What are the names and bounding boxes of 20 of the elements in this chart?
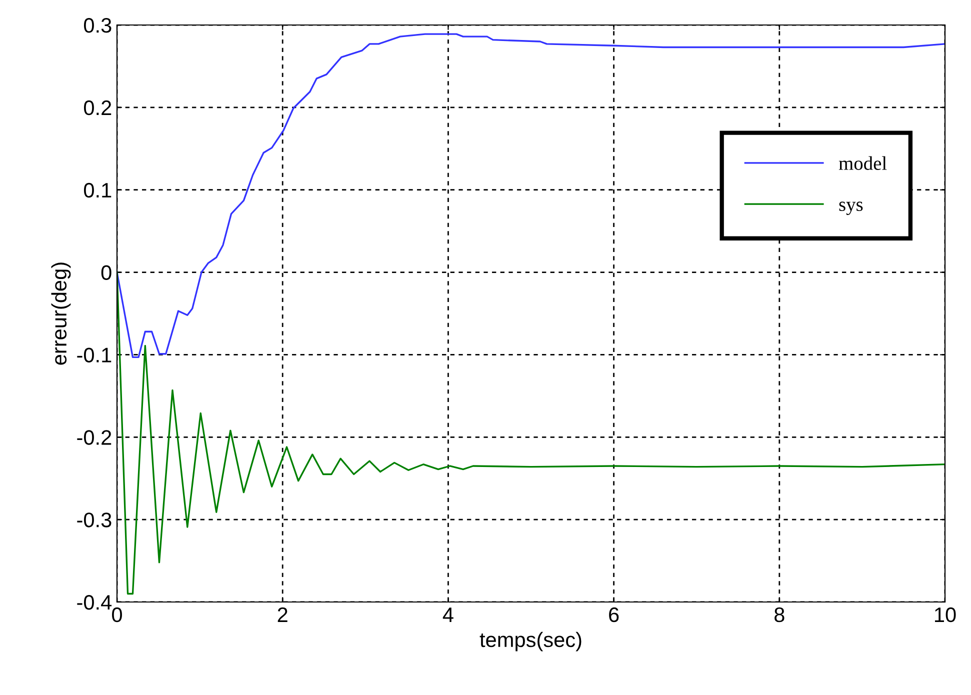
- x-tick-label: 0: [112, 607, 122, 622]
- line-series: [117, 33, 945, 358]
- x-axis-title: temps(sec): [480, 632, 582, 652]
- x-tick-label: 10: [935, 607, 956, 622]
- y-tick-label: -0.1: [77, 348, 112, 362]
- y-tick-label: 0.1: [84, 182, 112, 198]
- y-tick-label: 0.2: [84, 100, 112, 116]
- y-tick-label: -0.2: [77, 430, 112, 445]
- legend-label: model: [838, 156, 887, 170]
- y-tick-label: -0.3: [77, 512, 112, 528]
- y-tick-label: -0.4: [77, 595, 112, 610]
- x-tick-label: 4: [442, 608, 454, 622]
- y-tick-label: 0: [101, 265, 112, 280]
- x-tick-label: 6: [609, 607, 619, 622]
- x-tick-label: 2: [278, 607, 288, 622]
- legend-label: sys: [839, 202, 863, 216]
- y-tick-label: 0.3: [84, 18, 112, 33]
- y-axis-title: erreur(deg): [51, 262, 71, 365]
- x-tick-label: 8: [774, 607, 784, 622]
- line-series: [117, 271, 945, 595]
